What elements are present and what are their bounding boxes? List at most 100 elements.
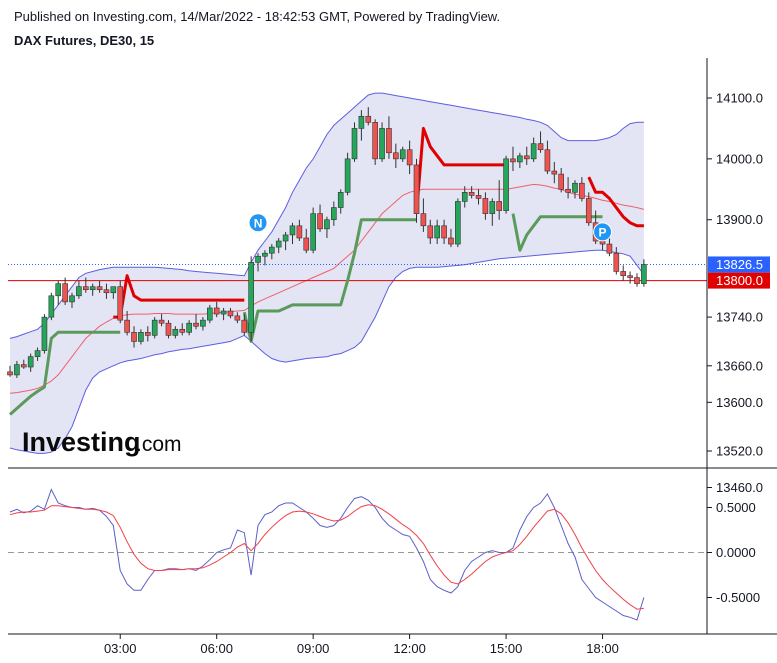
candle-body [34, 350, 41, 357]
candle-body [69, 295, 75, 303]
candle [627, 271, 633, 284]
candle-body [434, 225, 440, 239]
candle-body [213, 307, 220, 315]
candle-body [358, 115, 365, 129]
candle-body [344, 158, 351, 193]
candle [269, 244, 275, 260]
candle-body [427, 225, 434, 239]
candle-body [96, 286, 103, 291]
price-tag-bg-last [708, 256, 770, 273]
candle-body [303, 237, 310, 251]
band-lower [9, 249, 645, 454]
candle [62, 277, 68, 305]
signal-circle [593, 222, 613, 242]
candle [262, 250, 268, 266]
candle [413, 158, 420, 223]
candle [455, 198, 461, 248]
candle-body [117, 286, 124, 321]
candle-body [579, 182, 585, 199]
candle-body [82, 286, 89, 291]
candle [420, 198, 427, 232]
candle [131, 326, 137, 348]
signal-circle [248, 213, 268, 233]
oscillator-panel: 0.5000 0.0000 -0.5000 [8, 488, 760, 621]
candle-body [523, 155, 530, 160]
candle [303, 228, 310, 254]
candle [186, 320, 192, 336]
candle-body [14, 364, 20, 376]
candle-body [131, 332, 137, 342]
price-lines [8, 263, 707, 282]
candle [117, 280, 124, 324]
candle [20, 359, 27, 369]
candle-body [517, 155, 523, 163]
candle-body [489, 201, 496, 214]
osc-tick-label: 0.0000 [716, 545, 756, 560]
candlesticks [7, 107, 647, 378]
candle [296, 219, 303, 242]
candle [158, 314, 165, 327]
candle [468, 186, 475, 199]
candle [537, 131, 544, 153]
candle-body [172, 328, 179, 336]
candle-body [269, 246, 275, 254]
candle-body [503, 158, 509, 211]
candle-body [510, 158, 516, 163]
time-tick-label: 15:00 [490, 641, 523, 656]
candle-body [496, 201, 502, 211]
candle [482, 192, 489, 220]
candle [641, 259, 647, 287]
symbol-title: DAX Futures, DE30, 15 [14, 33, 155, 48]
candle [331, 201, 337, 226]
price-tick-label: 13600.0 [716, 395, 763, 410]
time-tick-label: 18:00 [586, 641, 619, 656]
candle [289, 222, 296, 245]
candle-body [613, 252, 620, 272]
candle [579, 177, 585, 202]
candle [110, 286, 117, 299]
candle [41, 314, 48, 354]
time-tick-label: 06:00 [200, 641, 233, 656]
signal-label: N [254, 216, 263, 230]
candle [344, 152, 351, 196]
candle [379, 122, 385, 162]
candle [200, 317, 206, 331]
logo-brand: Investing [22, 427, 141, 457]
candle [448, 228, 454, 248]
signal-markers[interactable]: NP [248, 213, 613, 242]
price-tick-label: 13460.0 [716, 480, 763, 495]
signal-marker-n[interactable]: N [248, 213, 268, 233]
candle-body [386, 128, 392, 154]
logo-suffix: .com [136, 433, 182, 456]
candle [634, 273, 640, 287]
price-tick-label: 13900.0 [716, 212, 763, 227]
candle-body [76, 286, 82, 297]
candle [496, 180, 502, 220]
signal-marker-p[interactable]: P [593, 222, 613, 242]
price-tick-label: 13740.0 [716, 310, 763, 325]
candle [89, 283, 96, 296]
candle [558, 167, 565, 193]
candle-body [455, 201, 461, 245]
candle-body [475, 195, 482, 199]
price-axis: 14100.0 14000.0 13900.0 13740.0 13660.0 13600… [8, 58, 777, 635]
signal-label: P [599, 225, 607, 239]
candle [55, 280, 62, 305]
candle-body [324, 219, 330, 230]
candle-body [193, 322, 199, 327]
candle-body [55, 283, 62, 297]
candle-body [634, 277, 640, 284]
candle-body [310, 213, 316, 251]
candle-body [289, 225, 296, 236]
candle-body [558, 173, 565, 190]
osc-series-2 [9, 504, 644, 610]
candle-body [241, 319, 248, 333]
candle-body [337, 192, 344, 208]
candle-body [89, 286, 96, 291]
candle [572, 180, 578, 199]
candle-body [124, 319, 130, 333]
candle [530, 137, 537, 162]
candle-body [365, 115, 372, 123]
band-upper [9, 92, 644, 339]
